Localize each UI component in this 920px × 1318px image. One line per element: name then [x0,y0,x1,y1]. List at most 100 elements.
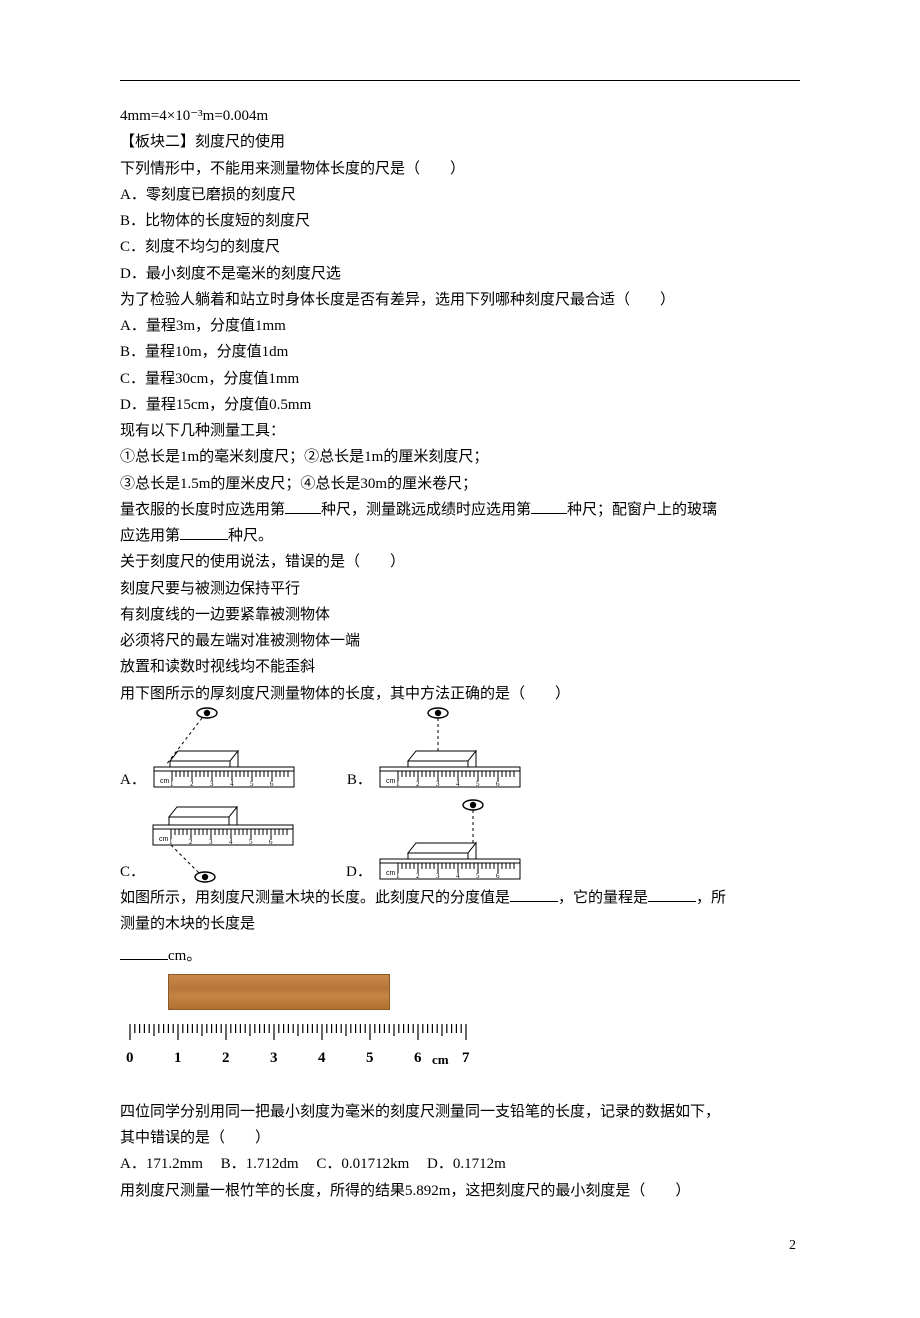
q7-opt-d: D．0.1712m [427,1156,506,1172]
q6-line1: 如图所示，用刻度尺测量木块的长度。此刻度尺的分度值是 ，它的量程是 ，所 [120,885,800,911]
svg-text:3: 3 [270,1050,278,1066]
q3-stem: 现有以下几种测量工具： [120,418,800,444]
q5-label-a: A． [120,707,152,793]
q5-opt-d: D． cm [346,799,533,885]
q6-ruler: 01234567cm [120,1020,800,1099]
q3-pre2: 应选用第 [120,528,180,544]
svg-text:5: 5 [250,780,254,788]
q2-opt-c: C．量程30cm，分度值1mm [120,366,800,392]
q6-blank2 [648,886,696,902]
q7-opt-c: C．0.01712km [316,1156,409,1172]
q4-opt-a: 刻度尺要与被测边保持平行 [120,576,800,602]
q6-woodblock-row [168,974,800,1010]
q6-mid1: ，它的量程是 [558,890,648,906]
q4-stem: 关于刻度尺的使用说法，错误的是（ ） [120,549,800,575]
svg-text:3: 3 [436,872,440,880]
q4-opt-b: 有刻度线的一边要紧靠被测物体 [120,602,800,628]
q4-opt-c: 必须将尺的最左端对准被测物体一端 [120,628,800,654]
svg-text:3: 3 [210,780,214,788]
svg-text:4: 4 [456,872,460,880]
q3-line1: ①总长是1m的毫米刻度尺；②总长是1m的厘米刻度尺； [120,444,800,470]
q5-figure-d: cm 1 2 3 4 5 6 [378,799,533,885]
svg-text:3: 3 [209,838,213,846]
q1-opt-c: C．刻度不均匀的刻度尺 [120,234,800,260]
q7-opt-b: B．1.712dm [221,1156,299,1172]
svg-text:6: 6 [496,780,500,788]
q5-figure-b: cm 123456 [378,707,533,793]
svg-text:4: 4 [456,780,460,788]
svg-text:cm: cm [159,836,169,843]
q3-fill-line2: 应选用第 种尺。 [120,523,800,549]
q6-pre: 如图所示，用刻度尺测量木块的长度。此刻度尺的分度值是 [120,890,510,906]
q3-blank3 [180,524,228,540]
q6-unit: cm。 [168,948,201,964]
q3-blank1 [285,498,321,514]
q6-line2a: 测量的木块的长度是 [120,911,800,937]
svg-text:cm: cm [160,778,170,785]
svg-text:6: 6 [269,838,273,846]
q6-mid2: ，所 [696,890,726,906]
svg-text:1: 1 [174,1050,182,1066]
svg-text:3: 3 [436,780,440,788]
svg-text:5: 5 [476,872,480,880]
q6-line3: cm。 [120,943,800,969]
q3-fill-line1: 量衣服的长度时应选用第 种尺，测量跳远成绩时应选用第 种尺；配窗户上的玻璃 [120,497,800,523]
q5-opt-c: C． cm [120,799,306,885]
q1-stem: 下列情形中，不能用来测量物体长度的尺是（ ） [120,156,800,182]
q7-stem2: 其中错误的是（ ） [120,1125,800,1151]
top-rule [120,80,800,81]
q5-figure-a: cm 1 2 3 4 5 6 [152,707,307,793]
svg-text:1: 1 [170,780,174,788]
q2-opt-a: A．量程3m，分度值1mm [120,313,800,339]
q1-opt-b: B．比物体的长度短的刻度尺 [120,208,800,234]
svg-text:1: 1 [169,838,173,846]
svg-text:5: 5 [366,1050,374,1066]
q5-label-b: B． [347,707,378,793]
q5-opt-a: A． cm [120,707,307,793]
svg-text:6: 6 [270,780,274,788]
svg-text:6: 6 [496,872,500,880]
svg-text:7: 7 [462,1050,470,1066]
svg-text:2: 2 [222,1050,230,1066]
q8-stem: 用刻度尺测量一根竹竿的长度，所得的结果5.892m，这把刻度尺的最小刻度是（ ） [120,1178,800,1204]
svg-text:cm: cm [432,1052,449,1067]
q3-mid1: 种尺，测量跳远成绩时应选用第 [321,502,531,518]
q3-mid2: 种尺；配窗户上的玻璃 [567,502,717,518]
svg-text:5: 5 [476,780,480,788]
q5-label-d: D． [346,799,378,885]
q5-row2: C． cm [120,799,800,885]
svg-text:2: 2 [189,838,193,846]
q7-options: A．171.2mm B．1.712dm C．0.01712km D．0.1712… [120,1151,800,1177]
q2-opt-b: B．量程10m，分度值1dm [120,339,800,365]
q5-opt-b: B． cm [347,707,533,793]
q5-label-c: C． [120,799,151,885]
svg-text:4: 4 [318,1050,326,1066]
section-2-title: 【板块二】刻度尺的使用 [120,129,800,155]
svg-text:1: 1 [396,872,400,880]
q2-opt-d: D．量程15cm，分度值0.5mm [120,392,800,418]
q7-stem1: 四位同学分别用同一把最小刻度为毫米的刻度尺测量同一支铅笔的长度，记录的数据如下， [120,1099,800,1125]
q3-blank2 [531,498,567,514]
q3-tail: 种尺。 [228,528,273,544]
q2-stem: 为了检验人躺着和站立时身体长度是否有差异，选用下列哪种刻度尺最合适（ ） [120,287,800,313]
svg-text:4: 4 [230,780,234,788]
svg-text:cm: cm [386,778,396,785]
wood-block [168,974,390,1010]
q7-opt-a: A．171.2mm [120,1156,203,1172]
q3-line2: ③总长是1.5m的厘米皮尺；④总长是30m的厘米卷尺； [120,471,800,497]
q4-opt-d: 放置和读数时视线均不能歪斜 [120,654,800,680]
svg-text:2: 2 [416,872,420,880]
q1-opt-a: A．零刻度已磨损的刻度尺 [120,182,800,208]
svg-text:0: 0 [126,1050,134,1066]
q3-pre1: 量衣服的长度时应选用第 [120,502,285,518]
q1-opt-d: D．最小刻度不是毫米的刻度尺选 [120,261,800,287]
q6-blank1 [510,886,558,902]
svg-text:2: 2 [416,780,420,788]
q5-row1: A． cm [120,707,800,793]
svg-text:2: 2 [190,780,194,788]
svg-text:4: 4 [229,838,233,846]
svg-text:cm: cm [386,870,396,877]
q5-figure-c: cm 123456 [151,799,306,885]
page-number: 2 [120,1234,800,1259]
q6-blank3 [120,944,168,960]
